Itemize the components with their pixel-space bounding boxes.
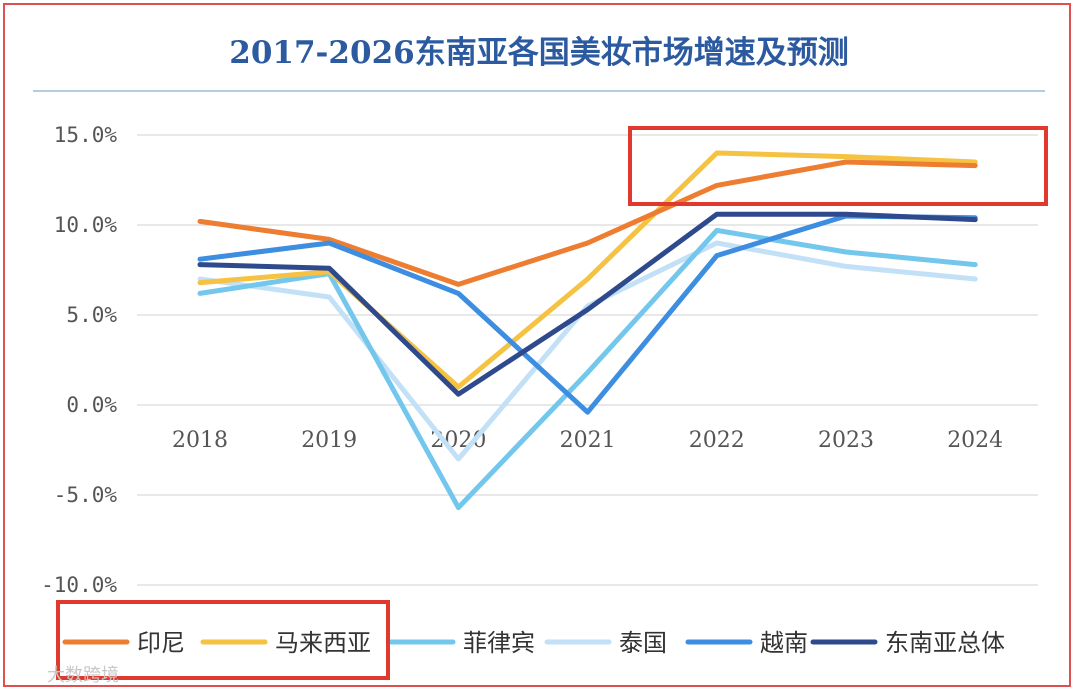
highlight-box-top (628, 126, 1048, 206)
y-tick-label: -10.0% (41, 573, 117, 597)
legend-label: 泰国 (619, 629, 667, 657)
line-chart: 2017-2026东南亚各国美妆市场增速及预测 15.0% 10.0% 5.0% 0.… (33, 35, 1048, 686)
x-tick-label: 2024 (947, 428, 1003, 453)
x-tick-label: 2023 (818, 428, 874, 453)
y-axis-ticks: 15.0% 10.0% 5.0% 0.0% -5.0% -10.0% (41, 123, 117, 597)
y-tick-label: 5.0% (66, 303, 117, 327)
chart-frame: 2017-2026东南亚各国美妆市场增速及预测 15.0% 10.0% 5.0% 0.… (3, 3, 1071, 687)
series-line-4 (197, 240, 978, 462)
x-tick-label: 2019 (301, 428, 357, 453)
legend-label: 菲律宾 (463, 629, 535, 657)
y-tick-label: 10.0% (54, 213, 118, 237)
legend: 印尼 马来西亚 菲律宾 泰国 越南 东南亚总体 (62, 629, 1005, 657)
chart-title: 2017-2026东南亚各国美妆市场增速及预测 (229, 35, 848, 71)
x-axis-ticks: 2018 2019 2020 2021 2022 2023 2024 (172, 428, 1003, 453)
series-line-6 (197, 211, 978, 397)
series-line-2 (197, 150, 978, 390)
watermark: 大数跨境 (47, 665, 119, 686)
legend-label: 越南 (760, 629, 808, 657)
y-tick-label: 0.0% (66, 393, 117, 417)
legend-label: 印尼 (137, 629, 185, 657)
highlight-box-legend (56, 600, 390, 680)
legend-label: 东南亚总体 (885, 629, 1005, 657)
x-tick-label: 2018 (172, 428, 228, 453)
legend-label: 马来西亚 (275, 629, 371, 657)
series-lines (197, 150, 978, 511)
gridlines (137, 134, 1038, 586)
y-tick-label: 15.0% (54, 123, 118, 147)
x-tick-label: 2022 (689, 428, 745, 453)
x-tick-label: 2021 (560, 428, 616, 453)
series-line-1 (197, 159, 978, 287)
y-tick-label: -5.0% (54, 483, 118, 507)
